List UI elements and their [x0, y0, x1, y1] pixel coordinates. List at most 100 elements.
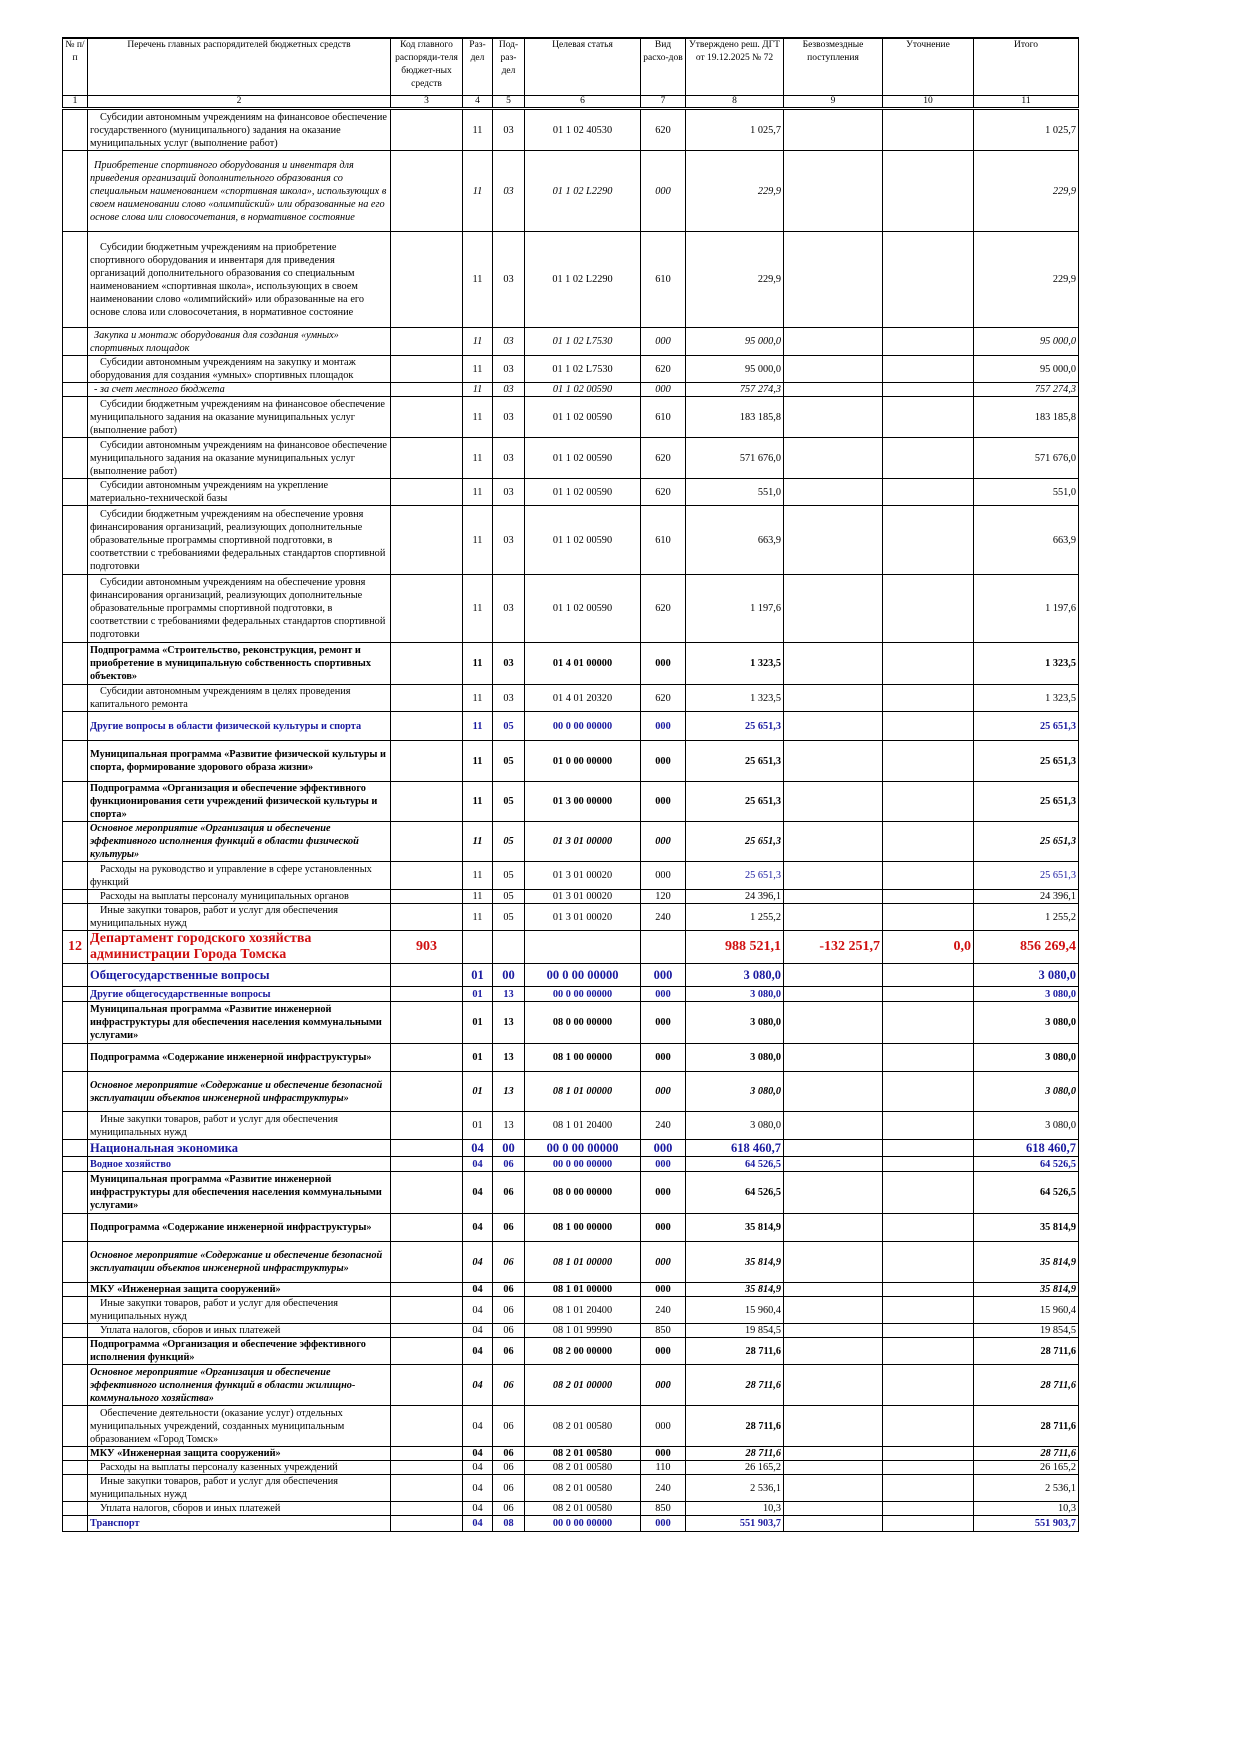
cell: 04 [462, 1156, 493, 1172]
cell [882, 684, 974, 712]
row-label: Субсидии автономным учреждениям на финан… [87, 108, 391, 151]
cell [62, 986, 88, 1002]
cell: 240 [640, 1296, 686, 1324]
cell [62, 889, 88, 904]
cell [62, 740, 88, 782]
cell [882, 1139, 974, 1157]
row-label: Департамент городского хозяйства админис… [87, 930, 391, 964]
cell: 04 [462, 1337, 493, 1365]
row-label: Муниципальная программа «Развитие инжене… [87, 1171, 391, 1214]
table-row: Расходы на руководство и управление в сф… [62, 861, 1079, 890]
cell: 04 [462, 1460, 493, 1475]
cell [783, 861, 883, 890]
cell: 620 [640, 108, 686, 151]
cell: 12 [62, 930, 88, 964]
cell: 04 [462, 1323, 493, 1338]
cell: 08 0 00 00000 [524, 1001, 641, 1044]
table-row: Основное мероприятие «Содержание и обесп… [62, 1071, 1079, 1112]
cell [783, 382, 883, 397]
cell: 571 676,0 [685, 437, 784, 479]
cell: 11 [462, 642, 493, 685]
table-row: Муниципальная программа «Развитие физиче… [62, 740, 1079, 782]
cell [390, 437, 463, 479]
row-label: Иные закупки товаров, работ и услуг для … [87, 1111, 391, 1140]
cell [882, 1337, 974, 1365]
cell: 05 [492, 740, 525, 782]
cell [882, 1241, 974, 1283]
cell: 183 185,8 [685, 396, 784, 438]
header-cell: Целевая статья [524, 37, 641, 96]
cell: 229,9 [685, 150, 784, 232]
cell [62, 574, 88, 643]
cell: 11 [462, 382, 493, 397]
cell: 01 0 00 00000 [524, 740, 641, 782]
cell: 08 2 01 00580 [524, 1501, 641, 1516]
row-label: Национальная экономика [87, 1139, 391, 1157]
cell: 06 [492, 1474, 525, 1502]
cell [882, 963, 974, 987]
cell [62, 1515, 88, 1532]
cell: 000 [640, 963, 686, 987]
cell [390, 889, 463, 904]
cell: 06 [492, 1337, 525, 1365]
cell [492, 930, 525, 964]
cell [783, 327, 883, 356]
cell: 01 [462, 986, 493, 1002]
cell [783, 903, 883, 931]
cell: 00 0 00 00000 [524, 963, 641, 987]
cell: 26 165,2 [685, 1460, 784, 1475]
cell: 04 [462, 1474, 493, 1502]
cell [62, 1446, 88, 1461]
cell: 1 255,2 [685, 903, 784, 931]
cell: 06 [492, 1364, 525, 1406]
cell [783, 355, 883, 383]
cell [783, 1474, 883, 1502]
cell [62, 1139, 88, 1157]
cell: 610 [640, 505, 686, 575]
cell [62, 1043, 88, 1072]
row-label: - за счет местного бюджета [87, 382, 391, 397]
cell: 11 [462, 903, 493, 931]
table-row: Расходы на выплаты персоналу казенных уч… [62, 1460, 1079, 1475]
cell: 04 [462, 1171, 493, 1214]
row-label: Основное мероприятие «Содержание и обесп… [87, 1071, 391, 1112]
table-row: Основное мероприятие «Организация и обес… [62, 821, 1079, 862]
header-cell: Безвозмездные поступления [783, 37, 883, 96]
cell: 01 1 02 00590 [524, 396, 641, 438]
cell [882, 1001, 974, 1044]
cell: 15 960,4 [685, 1296, 784, 1324]
cell: 00 0 00 00000 [524, 986, 641, 1002]
cell: 551 903,7 [973, 1515, 1079, 1532]
cell: 01 4 01 00000 [524, 642, 641, 685]
column-number-row: 1 2 3 4 5 6 7 8 9 10 11 [62, 95, 1079, 110]
cell [882, 327, 974, 356]
cell: 13 [492, 1043, 525, 1072]
cell: 000 [640, 1282, 686, 1297]
row-label: Субсидии автономным учреждениям на закуп… [87, 355, 391, 383]
cell: 19 854,5 [973, 1323, 1079, 1338]
cell: 08 1 01 00000 [524, 1282, 641, 1297]
cell: 1 255,2 [973, 903, 1079, 931]
cell: 05 [492, 861, 525, 890]
cell: 28 711,6 [973, 1405, 1079, 1447]
cell [390, 478, 463, 506]
table-row: Субсидии бюджетным учреждениям на финанс… [62, 396, 1079, 438]
cell [390, 986, 463, 1002]
cell [882, 150, 974, 232]
cell: 618 460,7 [685, 1139, 784, 1157]
cell: 551,0 [973, 478, 1079, 506]
cell: 240 [640, 1111, 686, 1140]
cell: 610 [640, 396, 686, 438]
cell [882, 1460, 974, 1475]
cell: 26 165,2 [973, 1460, 1079, 1475]
cell: 06 [492, 1405, 525, 1447]
cell [62, 1474, 88, 1502]
cell: 000 [640, 711, 686, 741]
cell [882, 478, 974, 506]
cell [62, 1296, 88, 1324]
cell [783, 1337, 883, 1365]
cell: 08 2 01 00580 [524, 1474, 641, 1502]
row-label: Уплата налогов, сборов и иных платежей [87, 1323, 391, 1338]
cell [390, 1501, 463, 1516]
cell [390, 1446, 463, 1461]
